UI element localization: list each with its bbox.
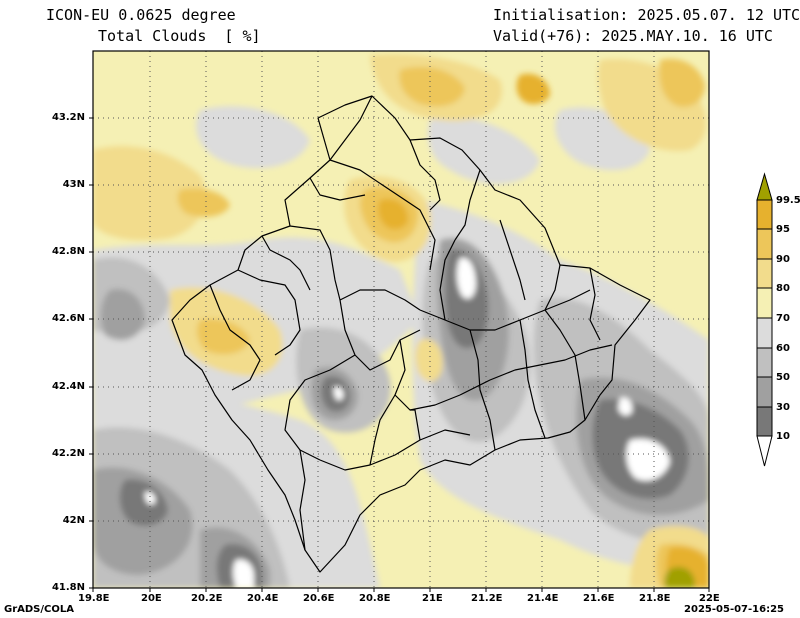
legend-label: 80	[776, 283, 790, 294]
legend-label: 60	[776, 343, 790, 354]
lat-label: 41.8N	[51, 582, 85, 593]
legend-swatch	[756, 258, 773, 289]
lon-label: 20E	[141, 593, 162, 604]
lon-label: 22E	[699, 593, 720, 604]
lon-label: 19.8E	[78, 593, 110, 604]
lat-label: 42.6N	[51, 313, 85, 324]
field-title: Total Clouds [ %]	[98, 27, 261, 45]
tick-marks	[89, 117, 710, 592]
legend-label: 30	[776, 402, 790, 413]
lat-label: 42.2N	[51, 448, 85, 459]
lon-label: 20.2E	[191, 593, 223, 604]
lat-label: 42.4N	[51, 381, 85, 392]
legend-swatch	[756, 317, 773, 349]
cloud-field	[93, 51, 709, 588]
lon-label: 20.4E	[247, 593, 279, 604]
footer-credit: GrADS/COLA	[4, 604, 74, 615]
valid-time: Valid(+76): 2025.MAY.10. 16 UTC	[493, 27, 773, 45]
legend-colorbar	[756, 172, 773, 467]
lat-label: 43.2N	[51, 112, 85, 123]
legend-swatch	[756, 347, 773, 378]
legend-label: 99.5	[776, 195, 800, 206]
legend-swatch	[756, 376, 773, 408]
lat-label: 43N	[62, 179, 85, 190]
lon-label: 21.4E	[527, 593, 559, 604]
legend-label: 50	[776, 372, 790, 383]
init-time: Initialisation: 2025.05.07. 12 UTC	[493, 6, 800, 24]
legend-swatch	[756, 287, 773, 319]
legend-swatch-top	[756, 172, 773, 201]
lon-label: 21E	[422, 593, 443, 604]
legend-swatch	[756, 199, 773, 230]
lon-label: 21.6E	[583, 593, 615, 604]
model-title: ICON-EU 0.0625 degree	[46, 6, 236, 24]
legend-label: 70	[776, 313, 790, 324]
lon-label: 21.8E	[639, 593, 671, 604]
lat-label: 42N	[62, 515, 85, 526]
lat-label: 42.8N	[51, 246, 85, 257]
legend-label: 90	[776, 254, 790, 265]
legend-label: 95	[776, 224, 790, 235]
legend-label: 10	[776, 431, 790, 442]
lon-label: 21.2E	[471, 593, 503, 604]
lon-label: 20.8E	[359, 593, 391, 604]
footer-timestamp: 2025-05-07-16:25	[684, 604, 784, 615]
legend-swatch	[756, 406, 773, 437]
legend-swatch	[756, 228, 773, 260]
legend-swatch-bottom	[756, 435, 773, 467]
admin-boundaries	[171, 95, 651, 573]
lon-label: 20.6E	[303, 593, 335, 604]
